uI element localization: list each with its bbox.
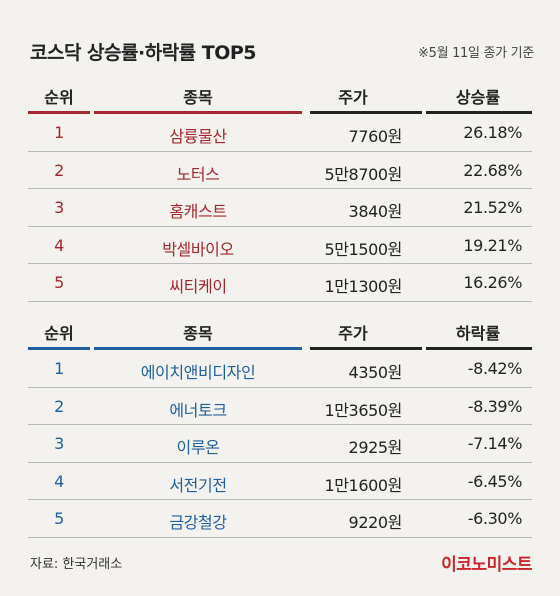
price-cell: 4350원 [348,363,403,382]
header-name: 종목 [183,88,213,107]
price-cell: 9220원 [348,513,403,532]
rate-cell: -7.14% [467,434,523,453]
stock-name-cell: 금강철강 [169,513,227,532]
price-cell: 1만3650원 [324,400,402,420]
price-cell: 2925원 [348,438,403,457]
header-rate: 하락률 [455,324,501,343]
price-cell: 1만1600원 [324,475,402,495]
stock-name-cell: 서전기전 [169,475,227,495]
rank-cell: 1 [54,123,64,142]
header-underline [426,111,532,114]
price-cell: 3840원 [348,202,403,221]
gainers-table: 순위 종목 주가 상승률 1 삼륭물산 7760원 26.18% 2 노터스 5… [28,80,532,302]
header-underline [426,347,532,350]
header-price: 주가 [338,88,368,107]
rank-cell: 1 [54,359,64,378]
stock-name-cell: 박셀바이오 [162,239,234,259]
rank-cell: 2 [54,160,64,180]
publisher-logo: 이코노미스트 [441,555,532,575]
header-underline [94,111,302,114]
date-note: ※5월 11일 종가 기준 [418,46,534,61]
header-rank: 순위 [44,324,74,343]
price-cell: 5만1500원 [324,239,402,259]
infographic-title: 코스닥 상승률·하락률 TOP5 [30,42,257,64]
losers-header: 순위 종목 주가 하락률 [28,316,532,350]
stock-name-cell: 이루온 [176,438,220,457]
rate-cell: 26.18% [463,123,522,142]
table-row: 5 씨티케이 1만1300원 16.26% [28,264,532,302]
header-rank: 순위 [44,88,74,107]
rate-cell: -8.39% [467,396,523,416]
rank-cell: 5 [54,273,64,292]
losers-table: 순위 종목 주가 하락률 1 에이치앤비디자인 4350원 -8.42% 2 에… [28,316,532,538]
rank-cell: 2 [54,396,64,416]
rate-cell: -6.45% [467,471,523,491]
table-row: 1 에이치앤비디자인 4350원 -8.42% [28,350,532,388]
stock-name-cell: 에너토크 [169,400,227,420]
table-row: 4 박셀바이오 5만1500원 19.21% [28,227,532,264]
table-row: 5 금강철강 9220원 -6.30% [28,500,532,538]
table-row: 2 노터스 5만8700원 22.68% [28,152,532,189]
stock-name-cell: 에이치앤비디자인 [140,363,256,382]
rank-cell: 4 [54,235,64,255]
header-underline [28,347,90,350]
stock-name-cell: 홈캐스트 [169,202,227,221]
header-underline [28,111,90,114]
rank-cell: 3 [54,434,64,453]
header-name: 종목 [183,324,213,343]
table-row: 4 서전기전 1만1600원 -6.45% [28,463,532,500]
rate-cell: -6.30% [467,509,523,528]
source-note: 자료: 한국거래소 [30,557,123,572]
rank-cell: 4 [54,471,64,491]
header-underline [310,111,422,114]
rate-cell: 19.21% [463,235,522,255]
price-cell: 7760원 [348,127,403,146]
rate-cell: -8.42% [467,359,523,378]
table-row: 3 이루온 2925원 -7.14% [28,425,532,463]
rate-cell: 22.68% [463,160,522,180]
gainers-header: 순위 종목 주가 상승률 [28,80,532,114]
rate-cell: 21.52% [463,198,522,217]
price-cell: 1만1300원 [324,277,402,296]
header-underline [94,347,302,350]
rate-cell: 16.26% [463,273,522,292]
header-rate: 상승률 [455,88,501,107]
rank-cell: 5 [54,509,64,528]
table-row: 1 삼륭물산 7760원 26.18% [28,114,532,152]
table-row: 2 에너토크 1만3650원 -8.39% [28,388,532,425]
stock-name-cell: 노터스 [176,164,220,184]
table-row: 3 홈캐스트 3840원 21.52% [28,189,532,227]
header-underline [310,347,422,350]
stock-name-cell: 삼륭물산 [169,127,227,146]
price-cell: 5만8700원 [324,164,402,184]
header-price: 주가 [338,324,368,343]
stock-name-cell: 씨티케이 [169,277,227,296]
rank-cell: 3 [54,198,64,217]
